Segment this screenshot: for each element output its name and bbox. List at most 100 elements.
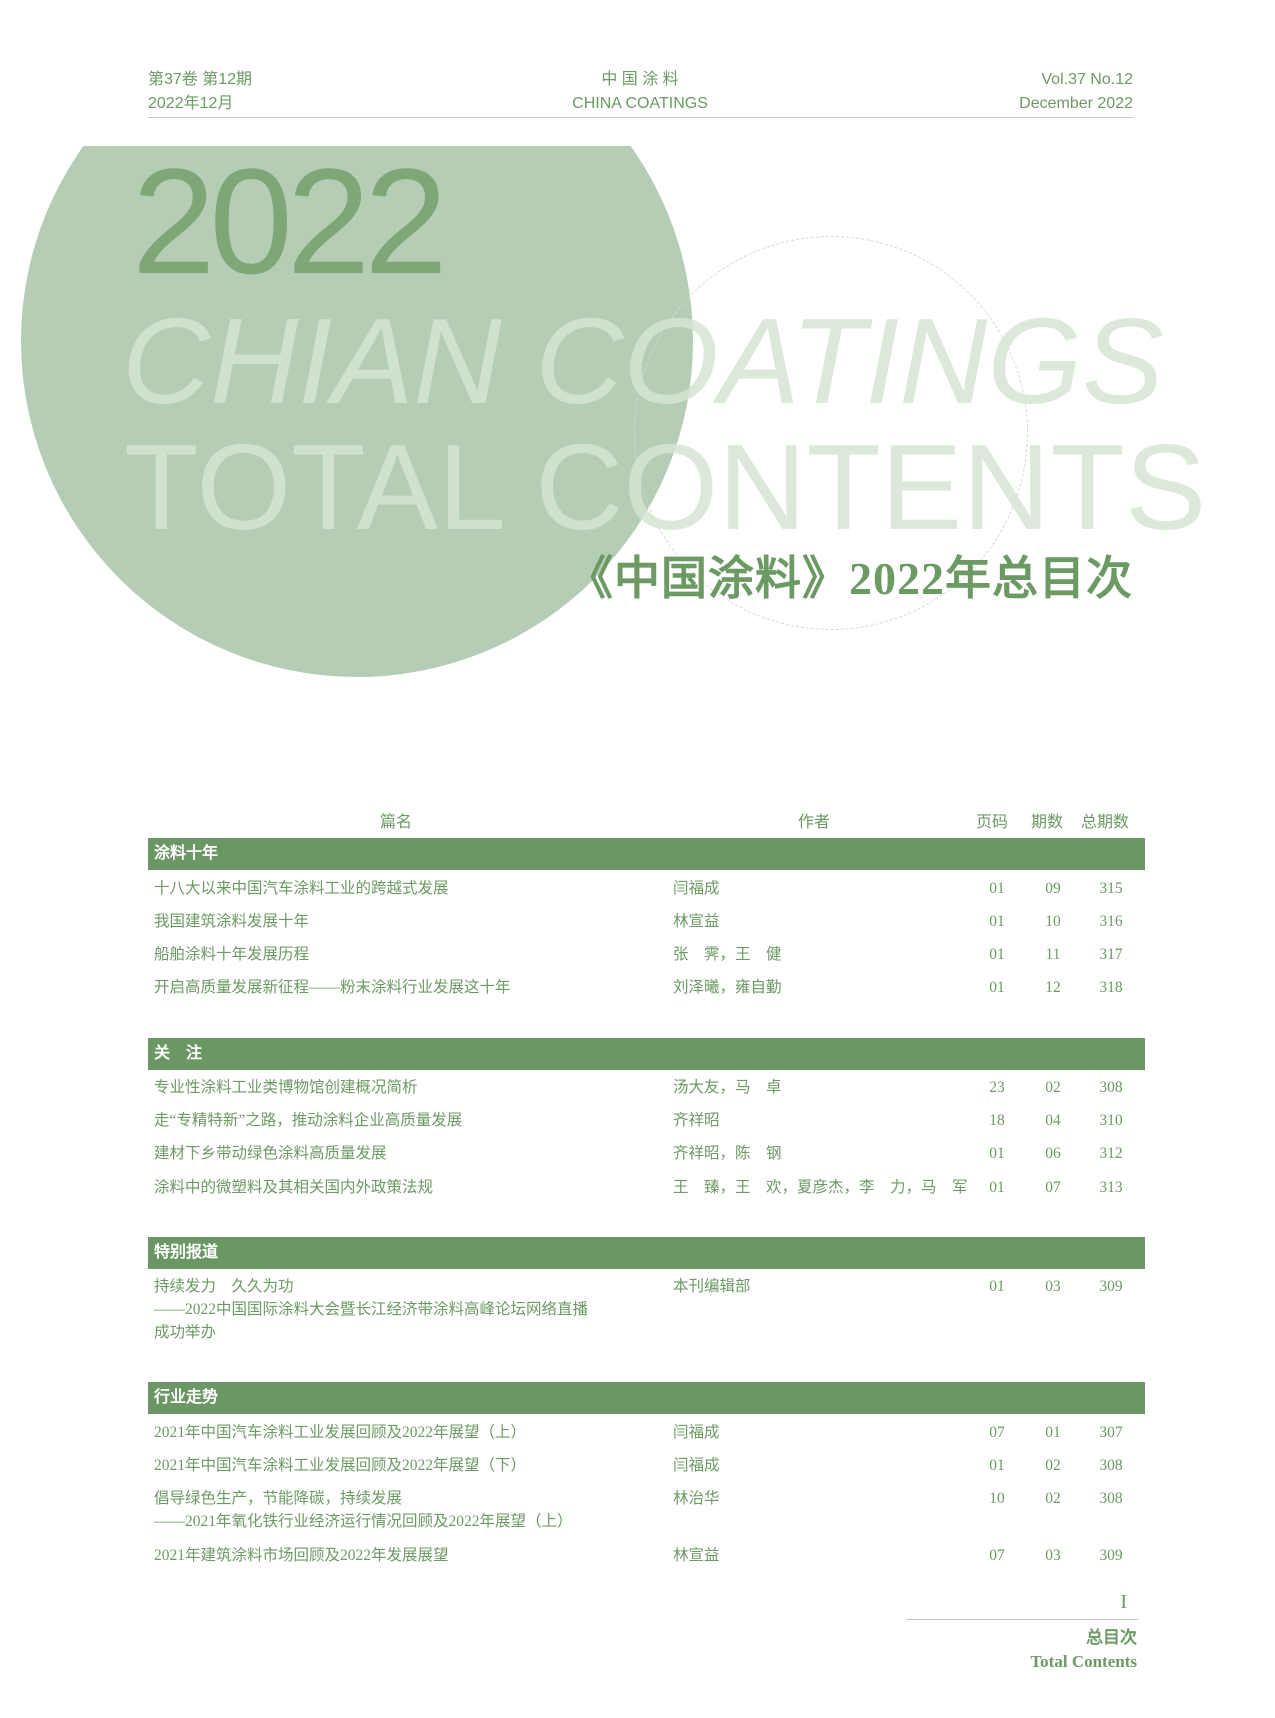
total-issue: 307 (1099, 1424, 1123, 1441)
author: 刘泽曦，雍自勤 (673, 979, 782, 996)
total-issue: 318 (1099, 979, 1123, 996)
page: 01 (989, 1179, 1005, 1196)
journal-name: 中 国 涂 料 CHINA COATINGS (440, 68, 840, 116)
issue: 12 (1045, 979, 1061, 996)
title-line: 2021年建筑涂料市场回顾及2022年发展展望 (154, 1547, 449, 1564)
section-header: 关 注 (148, 1038, 1145, 1070)
article-title: 持续发力 久久为功 ——2022中国国际涂料大会暨长江经济带涂料高峰论坛网络直播成… (154, 1275, 624, 1344)
page: 01 (989, 1278, 1005, 1295)
article-title: 十八大以来中国汽车涂料工业的跨越式发展 (154, 877, 624, 900)
issue: 03 (1045, 1278, 1061, 1295)
title-line: ——2022中国国际涂料大会暨长江经济带涂料高峰论坛网络直播 (154, 1301, 589, 1318)
total-issue: 309 (1099, 1547, 1123, 1564)
issue: 09 (1045, 880, 1061, 897)
total-issue: 310 (1099, 1112, 1123, 1129)
page: 01 (989, 979, 1005, 996)
total-issue: 317 (1099, 946, 1123, 963)
total-issue: 316 (1099, 913, 1123, 930)
page: 01 (989, 1457, 1005, 1474)
article-title: 船舶涂料十年发展历程 (154, 943, 624, 966)
author: 闫福成 (673, 880, 720, 897)
title-line: 持续发力 久久为功 (154, 1278, 294, 1295)
page-title: 《中国涂料》2022年总目次 (567, 553, 1133, 604)
article-title: 2021年中国汽车涂料工业发展回顾及2022年展望（下） (154, 1454, 624, 1477)
cover-line1: CHIAN COATINGS (122, 293, 1164, 429)
col-total: 总期数 (1081, 814, 1130, 831)
journal-name-cn: 中 国 涂 料 (601, 71, 679, 88)
issue: 03 (1045, 1547, 1061, 1564)
article-title: 2021年中国汽车涂料工业发展回顾及2022年展望（上） (154, 1421, 624, 1444)
issue: 02 (1045, 1079, 1061, 1096)
issue: 01 (1045, 1424, 1061, 1441)
cover-line2: TOTAL CONTENTS (124, 419, 1207, 555)
cover-year: 2022 (132, 137, 448, 305)
header-divider (148, 117, 1133, 118)
issue: 07 (1045, 1179, 1061, 1196)
title-line: 2021年中国汽车涂料工业发展回顾及2022年展望（下） (154, 1457, 527, 1474)
title-line: 船舶涂料十年发展历程 (154, 946, 310, 963)
issue: 04 (1045, 1112, 1061, 1129)
author: 本刊编辑部 (673, 1278, 751, 1295)
issue-info: 第37卷 第12期 2022年12月 (148, 68, 252, 116)
total-issue: 308 (1099, 1079, 1123, 1096)
section-header: 特别报道 (148, 1237, 1145, 1269)
total-issue: 308 (1099, 1490, 1123, 1507)
author: 汤大友，马 卓 (673, 1079, 782, 1096)
page: 01 (989, 946, 1005, 963)
author: 林宣益 (673, 1547, 720, 1564)
title-line: 十八大以来中国汽车涂料工业的跨越式发展 (154, 880, 449, 897)
article-title: 我国建筑涂料发展十年 (154, 910, 624, 933)
title-line: ——2021年氧化铁行业经济运行情况回顾及2022年展望（上） (154, 1513, 573, 1530)
author: 林宣益 (673, 913, 720, 930)
total-issue: 313 (1099, 1179, 1123, 1196)
page: 01 (989, 880, 1005, 897)
title-line: 走“专精特新”之路，推动涂料企业高质量发展 (154, 1112, 463, 1129)
title-line: 我国建筑涂料发展十年 (154, 913, 310, 930)
author: 闫福成 (673, 1424, 720, 1441)
page: 18 (989, 1112, 1005, 1129)
article-title: 涂料中的微塑料及其相关国内外政策法规 (154, 1176, 624, 1199)
total-issue: 309 (1099, 1278, 1123, 1295)
title-line: 开启高质量发展新征程——粉末涂料行业发展这十年 (154, 979, 511, 996)
issue: 02 (1045, 1490, 1061, 1507)
title-line: 建材下乡带动绿色涂料高质量发展 (154, 1145, 387, 1162)
issue: 10 (1045, 913, 1061, 930)
total-issue: 308 (1099, 1457, 1123, 1474)
footer-divider (906, 1619, 1138, 1620)
total-issue: 312 (1099, 1145, 1123, 1162)
author: 张 霁，王 健 (673, 946, 782, 963)
col-issue: 期数 (1031, 814, 1064, 831)
issue-info-en: Vol.37 No.12 December 2022 (1019, 68, 1133, 116)
article-title: 建材下乡带动绿色涂料高质量发展 (154, 1142, 624, 1165)
volume-issue-cn: 第37卷 第12期 (148, 71, 253, 88)
page: 23 (989, 1079, 1005, 1096)
issue: 06 (1045, 1145, 1061, 1162)
author: 齐祥昭 (673, 1112, 720, 1129)
author: 齐祥昭，陈 钢 (673, 1145, 782, 1162)
article-title: 开启高质量发展新征程——粉末涂料行业发展这十年 (154, 976, 624, 999)
date-en: December 2022 (1019, 95, 1133, 112)
col-page: 页码 (976, 814, 1009, 831)
title-line: 专业性涂料工业类博物馆创建概况简析 (154, 1079, 418, 1096)
total-issue: 315 (1099, 880, 1123, 897)
title-line: 成功举办 (154, 1324, 217, 1341)
author: 王 臻，王 欢，夏彦杰，李 力，马 军 (673, 1179, 968, 1196)
issue: 11 (1045, 946, 1061, 963)
article-title: 倡导绿色生产，节能降碳，持续发展 ——2021年氧化铁行业经济运行情况回顾及202… (154, 1487, 624, 1533)
article-title: 2021年建筑涂料市场回顾及2022年发展展望 (154, 1544, 624, 1567)
footer-section-en: Total Contents (1030, 1652, 1137, 1671)
section-header: 涂料十年 (148, 838, 1145, 870)
page: 10 (989, 1490, 1005, 1507)
col-author: 作者 (798, 814, 831, 831)
title-line: 倡导绿色生产，节能降碳，持续发展 (154, 1490, 403, 1507)
article-title: 走“专精特新”之路，推动涂料企业高质量发展 (154, 1109, 624, 1132)
date-cn: 2022年12月 (148, 95, 234, 112)
page: 01 (989, 913, 1005, 930)
journal-name-en: CHINA COATINGS (572, 95, 708, 112)
author: 林治华 (673, 1490, 720, 1507)
page-number: I (1120, 1591, 1127, 1613)
page: 07 (989, 1547, 1005, 1564)
col-title: 篇名 (380, 814, 413, 831)
title-line: 涂料中的微塑料及其相关国内外政策法规 (154, 1179, 434, 1196)
article-title: 专业性涂料工业类博物馆创建概况简析 (154, 1076, 624, 1099)
